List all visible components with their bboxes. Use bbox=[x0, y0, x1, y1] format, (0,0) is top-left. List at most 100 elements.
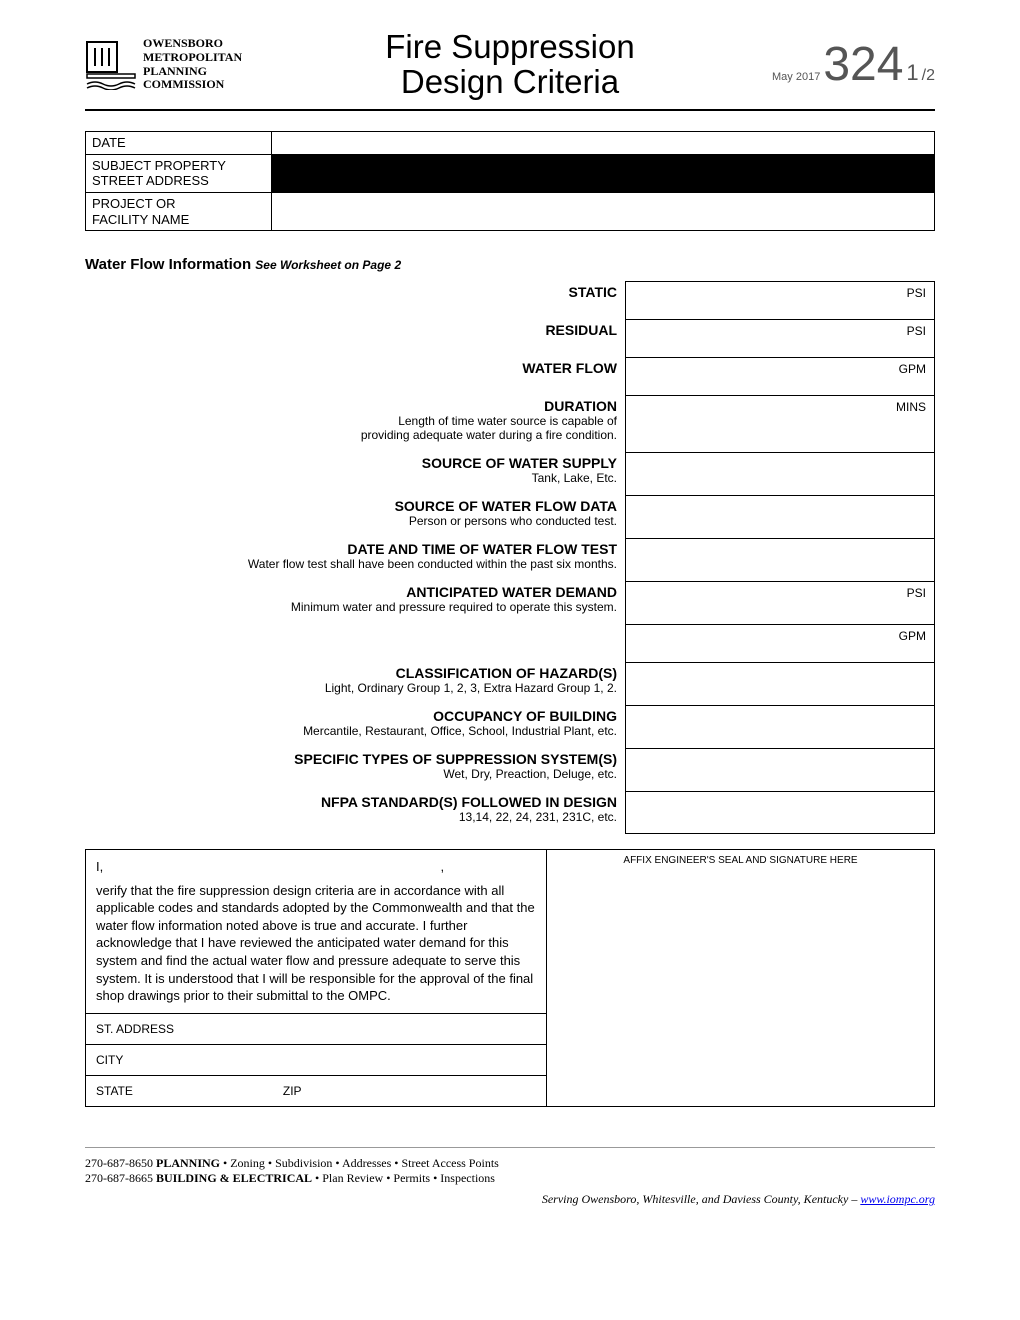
demand-label: ANTICIPATED WATER DEMAND Minimum water a… bbox=[85, 581, 625, 624]
doc-number: 324 bbox=[823, 41, 903, 89]
source-data-row: SOURCE OF WATER FLOW DATA Person or pers… bbox=[85, 495, 935, 538]
dept-planning-items: • Zoning • Subdivision • Addresses • Str… bbox=[223, 1156, 499, 1170]
source-data-box[interactable] bbox=[625, 495, 935, 538]
project-label: PROJECT OR FACILITY NAME bbox=[86, 193, 271, 230]
date-value[interactable] bbox=[271, 132, 934, 154]
datetime-label-text: DATE AND TIME OF WATER FLOW TEST bbox=[347, 541, 617, 557]
classification-label: CLASSIFICATION OF HAZARD(S) Light, Ordin… bbox=[85, 662, 625, 705]
cert-city: CITY bbox=[86, 1044, 546, 1075]
source-supply-label-text: SOURCE OF WATER SUPPLY bbox=[422, 455, 617, 471]
duration-desc-1: Length of time water source is capable o… bbox=[93, 414, 617, 428]
certification-block: I, , verify that the fire suppression de… bbox=[85, 849, 935, 1106]
nfpa-label: NFPA STANDARD(S) FOLLOWED IN DESIGN 13,1… bbox=[85, 791, 625, 834]
water-flow-table: STATIC PSI RESIDUAL PSI WATER FLOW GPM D… bbox=[85, 281, 935, 834]
section-title-text: Water Flow Information bbox=[85, 256, 251, 273]
nfpa-label-text: NFPA STANDARD(S) FOLLOWED IN DESIGN bbox=[321, 794, 617, 810]
water-flow-section-title: Water Flow Information See Worksheet on … bbox=[85, 256, 935, 273]
waterflow-row: WATER FLOW GPM bbox=[85, 357, 935, 395]
static-label-text: STATIC bbox=[569, 284, 617, 300]
cert-st-address: ST. ADDRESS bbox=[86, 1013, 546, 1044]
datetime-box[interactable] bbox=[625, 538, 935, 581]
st-address-label: ST. ADDRESS bbox=[96, 1022, 174, 1036]
engineer-seal-text: AFFIX ENGINEER'S SEAL AND SIGNATURE HERE bbox=[623, 855, 857, 866]
occupancy-label: OCCUPANCY OF BUILDING Mercantile, Restau… bbox=[85, 705, 625, 748]
certification-text: I, , verify that the fire suppression de… bbox=[86, 850, 546, 1012]
waterflow-label: WATER FLOW bbox=[85, 357, 625, 395]
source-supply-box[interactable] bbox=[625, 452, 935, 495]
dept-building: BUILDING & ELECTRICAL bbox=[156, 1171, 312, 1185]
source-data-label: SOURCE OF WATER FLOW DATA Person or pers… bbox=[85, 495, 625, 538]
classification-box[interactable] bbox=[625, 662, 935, 705]
occupancy-label-text: OCCUPANCY OF BUILDING bbox=[433, 708, 617, 724]
doc-date: May 2017 bbox=[772, 71, 820, 83]
city-label: CITY bbox=[96, 1053, 123, 1067]
occupancy-desc: Mercantile, Restaurant, Office, School, … bbox=[93, 724, 617, 738]
page-current: 1 bbox=[906, 60, 918, 86]
project-value[interactable] bbox=[271, 193, 934, 230]
duration-box[interactable]: MINS bbox=[625, 395, 935, 452]
subject-property-field: SUBJECT PROPERTY STREET ADDRESS bbox=[85, 155, 935, 193]
residual-label: RESIDUAL bbox=[85, 319, 625, 357]
phone-building: 270-687-8665 bbox=[85, 1171, 153, 1185]
cert-comma: , bbox=[440, 859, 444, 874]
top-fields: DATE SUBJECT PROPERTY STREET ADDRESS PRO… bbox=[85, 131, 935, 231]
title-line-2: Design Criteria bbox=[313, 65, 707, 100]
nfpa-box[interactable] bbox=[625, 791, 935, 834]
date-field: DATE bbox=[85, 131, 935, 155]
engineer-seal-area: AFFIX ENGINEER'S SEAL AND SIGNATURE HERE bbox=[546, 850, 934, 1105]
occupancy-box[interactable] bbox=[625, 705, 935, 748]
occupancy-row: OCCUPANCY OF BUILDING Mercantile, Restau… bbox=[85, 705, 935, 748]
static-row: STATIC PSI bbox=[85, 281, 935, 319]
demand-row: ANTICIPATED WATER DEMAND Minimum water a… bbox=[85, 581, 935, 624]
dept-planning: PLANNING bbox=[156, 1156, 220, 1170]
state-label: STATE bbox=[96, 1084, 133, 1098]
page-total: /2 bbox=[922, 67, 935, 85]
date-label: DATE bbox=[86, 132, 271, 154]
org-line-4: COMMISSION bbox=[143, 78, 242, 92]
waterflow-box[interactable]: GPM bbox=[625, 357, 935, 395]
page-footer: 270-687-8650 PLANNING • Zoning • Subdivi… bbox=[85, 1147, 935, 1207]
duration-row: DURATION Length of time water source is … bbox=[85, 395, 935, 452]
residual-row: RESIDUAL PSI bbox=[85, 319, 935, 357]
dept-building-items: • Plan Review • Permits • Inspections bbox=[315, 1171, 495, 1185]
source-supply-label: SOURCE OF WATER SUPPLY Tank, Lake, Etc. bbox=[85, 452, 625, 495]
title-line-1: Fire Suppression bbox=[313, 30, 707, 65]
static-box[interactable]: PSI bbox=[625, 281, 935, 319]
duration-desc-2: providing adequate water during a fire c… bbox=[93, 428, 617, 442]
duration-label: DURATION Length of time water source is … bbox=[85, 395, 625, 452]
systems-label: SPECIFIC TYPES OF SUPPRESSION SYSTEM(S) … bbox=[85, 748, 625, 791]
zip-label: ZIP bbox=[283, 1084, 302, 1098]
residual-box[interactable]: PSI bbox=[625, 319, 935, 357]
static-label: STATIC bbox=[85, 281, 625, 319]
systems-label-text: SPECIFIC TYPES OF SUPPRESSION SYSTEM(S) bbox=[294, 751, 617, 767]
datetime-row: DATE AND TIME OF WATER FLOW TEST Water f… bbox=[85, 538, 935, 581]
org-line-2: METROPOLITAN bbox=[143, 51, 242, 65]
document-title: Fire Suppression Design Criteria bbox=[313, 30, 707, 99]
ompc-link[interactable]: www.iompc.org bbox=[860, 1192, 935, 1206]
cert-intro: I, bbox=[96, 859, 103, 874]
nfpa-row: NFPA STANDARD(S) FOLLOWED IN DESIGN 13,1… bbox=[85, 791, 935, 834]
demand-desc: Minimum water and pressure required to o… bbox=[93, 600, 617, 614]
classification-label-text: CLASSIFICATION OF HAZARD(S) bbox=[396, 665, 617, 681]
footer-line-2: 270-687-8665 BUILDING & ELECTRICAL • Pla… bbox=[85, 1171, 935, 1186]
org-line-1: OWENSBORO bbox=[143, 37, 242, 51]
datetime-label: DATE AND TIME OF WATER FLOW TEST Water f… bbox=[85, 538, 625, 581]
source-data-desc: Person or persons who conducted test. bbox=[93, 514, 617, 528]
demand-label-text: ANTICIPATED WATER DEMAND bbox=[406, 584, 617, 600]
demand-box-psi[interactable]: PSI bbox=[625, 581, 935, 624]
footer-line-1: 270-687-8650 PLANNING • Zoning • Subdivi… bbox=[85, 1156, 935, 1171]
subject-value[interactable] bbox=[271, 155, 934, 192]
classification-row: CLASSIFICATION OF HAZARD(S) Light, Ordin… bbox=[85, 662, 935, 705]
systems-desc: Wet, Dry, Preaction, Deluge, etc. bbox=[93, 767, 617, 781]
project-name-field: PROJECT OR FACILITY NAME bbox=[85, 193, 935, 231]
waterflow-label-text: WATER FLOW bbox=[522, 360, 617, 376]
page-header: OWENSBORO METROPOLITAN PLANNING COMMISSI… bbox=[85, 30, 935, 111]
footer-serving: Serving Owensboro, Whitesville, and Davi… bbox=[85, 1192, 935, 1207]
commission-logo-icon bbox=[85, 40, 137, 90]
systems-box[interactable] bbox=[625, 748, 935, 791]
phone-planning: 270-687-8650 bbox=[85, 1156, 153, 1170]
classification-desc: Light, Ordinary Group 1, 2, 3, Extra Haz… bbox=[93, 681, 617, 695]
serving-text: Serving Owensboro, Whitesville, and Davi… bbox=[542, 1192, 861, 1206]
demand-box-gpm[interactable]: GPM bbox=[625, 624, 935, 662]
certification-name-line: I, , bbox=[96, 858, 536, 882]
